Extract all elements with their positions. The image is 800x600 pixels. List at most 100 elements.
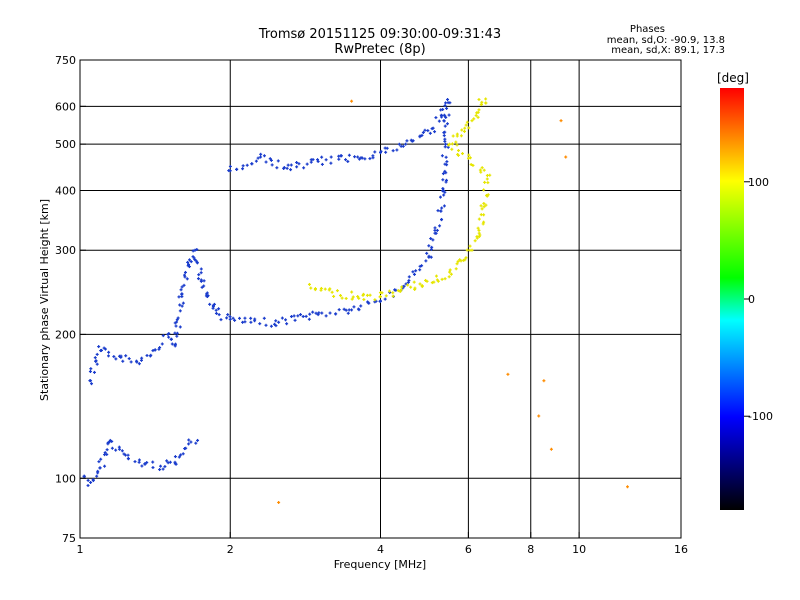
data-point: [178, 325, 182, 329]
data-point: [344, 158, 348, 162]
data-point: [160, 342, 164, 346]
data-point: [243, 320, 247, 324]
data-point: [262, 154, 266, 158]
data-point: [161, 334, 165, 338]
data-point: [181, 452, 185, 456]
data-point: [446, 98, 450, 102]
data-point: [103, 464, 107, 468]
data-point: [351, 295, 355, 299]
data-point: [443, 124, 447, 128]
data-point: [182, 273, 186, 277]
data-point: [199, 267, 203, 271]
data-point: [347, 308, 351, 312]
data-point: [148, 354, 152, 358]
data-point: [103, 453, 107, 457]
data-point: [324, 158, 328, 162]
data-point: [86, 484, 90, 488]
data-point: [384, 294, 388, 298]
data-point: [309, 286, 313, 290]
y-tick-label: 600: [55, 100, 76, 113]
data-point: [391, 149, 395, 153]
data-point: [97, 460, 101, 464]
data-point: [442, 204, 446, 208]
data-point: [384, 150, 388, 154]
data-point: [175, 320, 179, 324]
data-point: [477, 231, 481, 235]
x-tick-label: 6: [465, 543, 472, 556]
data-point: [460, 128, 464, 132]
data-point: [301, 314, 305, 318]
data-point: [307, 282, 311, 286]
data-point: [302, 166, 306, 170]
y-tick-label: 500: [55, 138, 76, 151]
data-point: [431, 238, 435, 242]
data-point: [461, 152, 465, 156]
data-point: [406, 283, 410, 287]
data-point: [95, 362, 99, 366]
data-point: [145, 461, 149, 465]
data-point: [268, 157, 272, 161]
data-point: [238, 316, 242, 320]
data-point: [204, 294, 208, 298]
data-point: [179, 288, 183, 292]
data-point: [405, 139, 409, 143]
data-point: [110, 439, 114, 443]
y-tick-label: 200: [55, 328, 76, 341]
data-point: [180, 292, 184, 296]
data-point: [228, 317, 232, 321]
data-point: [173, 462, 177, 466]
data-point: [308, 312, 312, 316]
data-point: [506, 372, 510, 376]
data-point: [427, 254, 431, 258]
data-point: [440, 154, 444, 158]
data-point: [385, 146, 389, 150]
data-point: [324, 314, 328, 318]
data-point: [295, 165, 299, 169]
data-point: [418, 268, 422, 272]
data-point: [537, 414, 541, 418]
data-point: [399, 288, 403, 292]
data-point: [350, 99, 354, 103]
data-point: [91, 479, 95, 483]
data-point: [444, 180, 448, 184]
data-point: [426, 129, 430, 133]
data-point: [161, 467, 165, 471]
data-point: [169, 337, 173, 341]
data-point: [335, 289, 339, 293]
data-point: [407, 275, 411, 279]
data-point: [249, 320, 253, 324]
data-point: [254, 159, 258, 163]
data-point: [274, 319, 278, 323]
data-point: [486, 181, 490, 185]
data-point: [264, 160, 268, 164]
data-point: [249, 316, 253, 320]
data-point: [241, 164, 245, 168]
data-point: [474, 114, 478, 118]
data-point: [95, 352, 99, 356]
data-point: [88, 370, 92, 374]
data-point: [454, 140, 458, 144]
data-point: [450, 142, 454, 146]
data-point: [357, 296, 361, 300]
data-point: [396, 289, 400, 293]
data-point: [418, 135, 422, 139]
y-axis-label: Stationary phase Virtual Height [km]: [38, 199, 51, 401]
data-point: [477, 108, 481, 112]
data-point: [158, 346, 162, 350]
data-point: [214, 308, 218, 312]
data-point: [212, 302, 216, 306]
data-point: [444, 155, 448, 159]
data-point: [488, 173, 492, 177]
data-point: [214, 311, 218, 315]
data-point: [434, 274, 438, 278]
data-point: [311, 310, 315, 314]
data-point: [304, 314, 308, 318]
x-tick-label: 8: [527, 543, 534, 556]
data-point: [450, 147, 454, 151]
data-point: [170, 342, 174, 346]
data-point: [443, 104, 447, 108]
data-point: [107, 350, 111, 354]
data-point: [319, 286, 323, 290]
data-point: [448, 268, 452, 272]
data-point: [378, 295, 382, 299]
